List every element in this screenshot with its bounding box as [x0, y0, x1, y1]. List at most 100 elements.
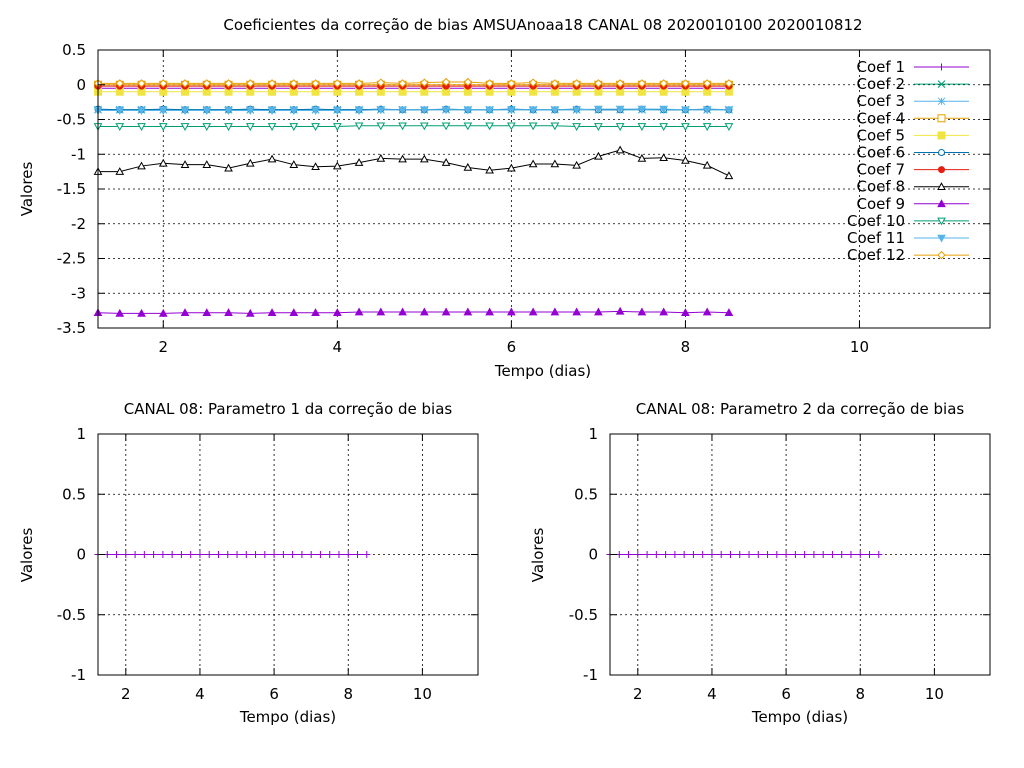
legend-item: Coef 5 — [857, 126, 969, 144]
data-point — [847, 551, 855, 558]
data-point — [311, 308, 320, 317]
legend-marker — [937, 80, 946, 88]
data-point — [224, 163, 233, 172]
x-axis-label: Tempo (dias) — [751, 708, 848, 726]
series-layer — [94, 551, 371, 558]
data-point — [507, 307, 516, 316]
legend-label: Coef 11 — [847, 229, 905, 247]
data-point — [773, 551, 781, 558]
y-tick-label: -3 — [71, 284, 86, 302]
data-point — [267, 123, 277, 131]
data-point — [724, 308, 734, 317]
data-point — [637, 105, 647, 114]
x-axis-label: Tempo (dias) — [494, 362, 591, 380]
data-point — [224, 107, 233, 115]
data-point — [463, 77, 473, 87]
legend-marker — [937, 250, 946, 260]
data-point — [150, 551, 158, 558]
data-point — [615, 123, 625, 131]
x-axis-label: Tempo (dias) — [239, 708, 336, 726]
data-point — [289, 79, 299, 88]
data-point — [463, 106, 473, 115]
legend-label: Coef 4 — [857, 109, 905, 127]
data-point — [866, 551, 874, 558]
data-point — [659, 123, 669, 131]
data-point — [202, 107, 212, 115]
y-tick-label: -1 — [71, 145, 86, 163]
data-point — [724, 79, 734, 88]
data-point — [159, 79, 168, 88]
series-10 — [93, 122, 734, 131]
data-point — [131, 551, 139, 558]
legend-marker — [937, 234, 946, 243]
x-tick-label: 6 — [269, 685, 279, 703]
data-point — [594, 123, 603, 131]
series-layer — [606, 551, 883, 558]
data-point — [158, 308, 168, 317]
data-point — [333, 79, 342, 88]
data-point — [594, 79, 603, 88]
data-point — [615, 306, 625, 315]
data-point — [550, 106, 560, 115]
ticks — [98, 49, 990, 329]
data-point — [168, 551, 176, 558]
data-point — [782, 551, 790, 558]
legend-label: Coef 12 — [847, 246, 905, 264]
y-axis-label: Valores — [18, 162, 36, 217]
data-point — [224, 79, 233, 88]
data-point — [177, 551, 185, 558]
data-point — [376, 106, 386, 115]
legend-item: Coef 6 — [857, 144, 969, 162]
data-point — [376, 122, 386, 131]
data-point — [856, 551, 864, 558]
data-point — [311, 162, 320, 171]
legend-item: Coef 3 — [857, 92, 969, 110]
legend-marker — [937, 97, 946, 106]
data-point — [115, 123, 125, 131]
data-point — [702, 79, 712, 88]
series-11 — [93, 105, 734, 115]
data-point — [344, 551, 352, 558]
data-point — [261, 551, 269, 558]
data-point — [398, 122, 407, 131]
data-point — [828, 551, 836, 558]
data-point — [810, 551, 818, 558]
data-point — [252, 551, 260, 558]
data-point — [270, 551, 278, 558]
data-point — [311, 123, 320, 131]
y-tick-label: -3.5 — [57, 319, 86, 337]
x-tick-label: 10 — [850, 338, 869, 356]
data-point — [354, 158, 364, 166]
data-point — [594, 151, 603, 160]
data-point — [137, 123, 146, 131]
data-point — [376, 78, 386, 87]
data-point — [634, 551, 642, 558]
data-point — [279, 551, 287, 558]
legend-item: Coef 4 — [857, 109, 969, 127]
y-axis-label: Valores — [18, 528, 36, 583]
data-point — [289, 551, 297, 558]
data-point — [316, 551, 324, 558]
data-point — [180, 107, 190, 115]
legend-item: Coef 11 — [847, 229, 969, 247]
data-point — [441, 77, 451, 87]
legend-label: Coef 5 — [857, 126, 905, 144]
legend-item: Coef 8 — [857, 178, 969, 196]
data-point — [659, 307, 669, 316]
data-point — [681, 79, 690, 88]
legend-label: Coef 1 — [857, 58, 905, 76]
legend-marker — [937, 182, 946, 190]
data-point — [354, 79, 364, 88]
x-tick-label: 10 — [925, 685, 944, 703]
y-tick-labels: 1 0.5 0 -0.5 -1 — [57, 425, 86, 684]
data-point — [637, 79, 647, 88]
data-point — [754, 551, 762, 558]
y-tick-label: 0.5 — [62, 41, 86, 59]
data-point — [202, 160, 212, 168]
data-point — [398, 106, 407, 115]
data-point — [311, 79, 320, 88]
y-tick-label: 0 — [76, 76, 86, 94]
data-point — [137, 308, 146, 317]
legend-marker — [938, 166, 945, 174]
legend-marker — [937, 131, 946, 140]
